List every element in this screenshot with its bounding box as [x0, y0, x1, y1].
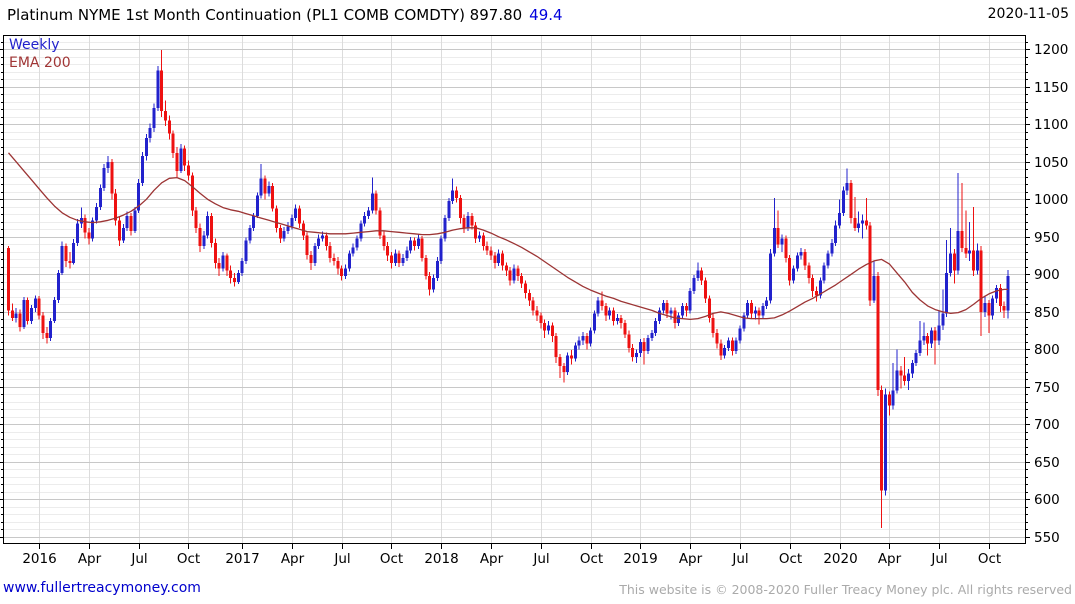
- svg-text:2016: 2016: [22, 551, 56, 567]
- svg-text:Oct: Oct: [380, 551, 403, 567]
- svg-text:1100: 1100: [1034, 117, 1068, 133]
- svg-text:Oct: Oct: [779, 551, 802, 567]
- svg-text:800: 800: [1034, 342, 1060, 358]
- svg-text:2019: 2019: [623, 551, 657, 567]
- svg-text:Apr: Apr: [480, 551, 504, 567]
- footer-website-link[interactable]: www.fullertreacymoney.com: [3, 580, 201, 596]
- svg-text:Oct: Oct: [177, 551, 200, 567]
- svg-text:600: 600: [1034, 492, 1060, 508]
- svg-text:2017: 2017: [225, 551, 259, 567]
- svg-text:1150: 1150: [1034, 80, 1068, 96]
- page-title: Platinum NYME 1st Month Continuation (PL…: [7, 6, 523, 24]
- svg-text:850: 850: [1034, 305, 1060, 321]
- svg-text:Jul: Jul: [333, 551, 350, 567]
- svg-text:700: 700: [1034, 417, 1060, 433]
- price-change-value: 49.4: [529, 6, 563, 24]
- svg-text:750: 750: [1034, 380, 1060, 396]
- svg-text:Jul: Jul: [930, 551, 947, 567]
- footer-copyright: This website is © 2008-2020 Fuller Treac…: [619, 582, 1072, 597]
- legend-ema-200: EMA 200: [9, 55, 71, 71]
- svg-text:Apr: Apr: [281, 551, 305, 567]
- svg-text:Jul: Jul: [731, 551, 748, 567]
- svg-text:Jul: Jul: [532, 551, 549, 567]
- svg-text:Apr: Apr: [679, 551, 703, 567]
- svg-text:2018: 2018: [424, 551, 458, 567]
- svg-text:Jul: Jul: [130, 551, 147, 567]
- chart-title-row: Platinum NYME 1st Month Continuation (PL…: [7, 5, 563, 24]
- svg-text:Oct: Oct: [580, 551, 603, 567]
- chart-date: 2020-11-05: [987, 6, 1069, 22]
- svg-text:1200: 1200: [1034, 42, 1068, 58]
- svg-text:Oct: Oct: [978, 551, 1001, 567]
- legend-weekly: Weekly: [9, 37, 60, 53]
- svg-text:1000: 1000: [1034, 192, 1068, 208]
- svg-text:2020: 2020: [823, 551, 857, 567]
- svg-text:650: 650: [1034, 455, 1060, 471]
- svg-text:1050: 1050: [1034, 155, 1068, 171]
- svg-text:950: 950: [1034, 230, 1060, 246]
- svg-text:550: 550: [1034, 530, 1060, 546]
- svg-text:900: 900: [1034, 267, 1060, 283]
- svg-text:Apr: Apr: [78, 551, 102, 567]
- svg-text:Apr: Apr: [878, 551, 902, 567]
